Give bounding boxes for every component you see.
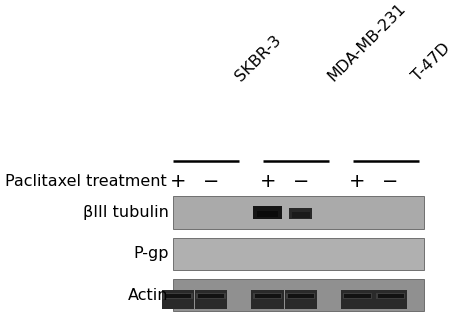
Text: T-47D: T-47D xyxy=(410,41,453,85)
Text: −: − xyxy=(383,172,399,191)
Bar xyxy=(253,206,283,219)
Text: +: + xyxy=(170,172,186,191)
Bar xyxy=(257,211,278,217)
Bar xyxy=(286,293,316,299)
Bar xyxy=(343,293,372,299)
Text: +: + xyxy=(349,172,366,191)
Bar xyxy=(292,212,310,217)
Text: SKBR-3: SKBR-3 xyxy=(232,33,284,85)
Bar xyxy=(173,279,424,311)
Bar xyxy=(165,294,191,298)
Bar xyxy=(378,294,404,298)
Text: −: − xyxy=(292,172,309,191)
Bar xyxy=(341,290,374,309)
Text: +: + xyxy=(259,172,276,191)
Bar xyxy=(251,290,284,309)
Bar xyxy=(196,293,226,299)
Text: Paclitaxel treatment: Paclitaxel treatment xyxy=(5,174,167,189)
Text: βIII tubulin: βIII tubulin xyxy=(82,205,168,220)
Text: MDA-MB-231: MDA-MB-231 xyxy=(324,1,408,85)
Bar xyxy=(198,294,224,298)
Bar xyxy=(163,293,192,299)
Bar xyxy=(253,293,283,299)
Bar xyxy=(289,208,312,219)
Bar xyxy=(195,290,228,309)
Bar xyxy=(345,294,371,298)
Bar xyxy=(173,238,424,270)
Bar xyxy=(376,293,405,299)
Bar xyxy=(255,294,281,298)
Bar xyxy=(288,294,314,298)
Bar xyxy=(162,290,194,309)
Text: P-gp: P-gp xyxy=(133,246,168,261)
Bar xyxy=(374,290,407,309)
Text: Actin: Actin xyxy=(128,288,168,302)
Text: −: − xyxy=(203,172,219,191)
Bar xyxy=(173,197,424,229)
Bar xyxy=(284,290,317,309)
